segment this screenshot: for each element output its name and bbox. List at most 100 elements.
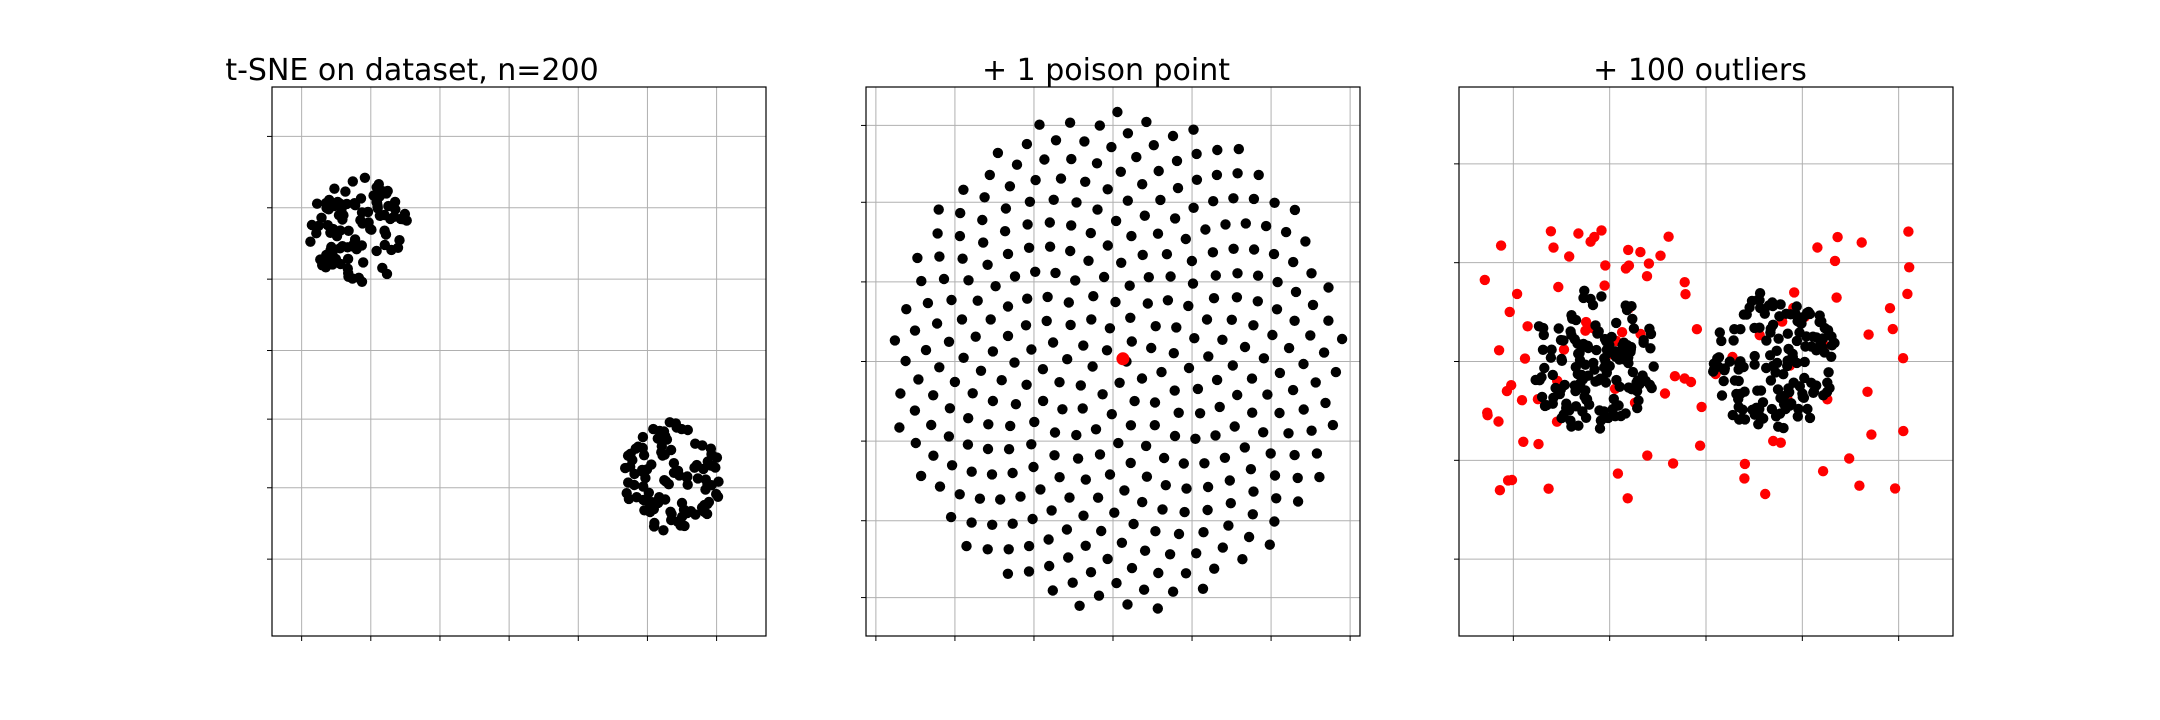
data-point (1765, 327, 1776, 338)
data-point (1200, 224, 1211, 235)
data-point (1794, 381, 1806, 392)
black-points (305, 172, 724, 536)
panel-title: + 100 outliers (1593, 53, 1807, 88)
data-point (1799, 356, 1810, 368)
data-point (1141, 116, 1152, 128)
data-point (1088, 291, 1099, 302)
data-point (1047, 337, 1059, 348)
data-point (987, 395, 999, 407)
data-point (1125, 457, 1136, 469)
data-point (901, 304, 912, 315)
data-point (1171, 155, 1183, 167)
data-point (1753, 419, 1764, 430)
data-point (1580, 325, 1591, 336)
data-point (1537, 344, 1549, 355)
data-point (1616, 327, 1628, 338)
data-point (1023, 566, 1035, 577)
data-point (1189, 333, 1200, 344)
data-point (1046, 505, 1057, 516)
data-point (1300, 236, 1311, 247)
data-point (1114, 377, 1125, 388)
data-point (1749, 359, 1760, 370)
data-point (1274, 367, 1286, 379)
data-point (1160, 480, 1172, 491)
data-point (1063, 297, 1075, 308)
data-point (1180, 233, 1192, 245)
data-point (1214, 401, 1225, 413)
data-point (690, 438, 701, 449)
data-point (1755, 385, 1767, 396)
data-point (1866, 429, 1877, 440)
data-point (1232, 268, 1243, 279)
data-point (668, 458, 680, 469)
data-point (1243, 531, 1255, 543)
data-point (1152, 228, 1164, 239)
data-point (1248, 244, 1260, 255)
data-point (356, 240, 367, 251)
data-point (1854, 480, 1865, 491)
data-point (1047, 585, 1059, 596)
data-point (305, 236, 316, 247)
data-point (1808, 386, 1820, 397)
data-point (910, 437, 921, 449)
data-point (343, 225, 354, 236)
data-point (1181, 483, 1192, 494)
data-point (934, 251, 945, 262)
data-point (1493, 345, 1505, 356)
data-point (1228, 243, 1239, 254)
data-point (353, 272, 364, 283)
data-point (1565, 326, 1576, 337)
data-point (1269, 197, 1280, 208)
data-point (1615, 410, 1627, 422)
data-point (327, 259, 338, 270)
data-point (1567, 313, 1578, 324)
data-point (1143, 272, 1155, 283)
data-point (949, 376, 961, 388)
data-point (1318, 347, 1330, 358)
data-point (652, 497, 664, 509)
data-point (1245, 464, 1257, 475)
data-point (1519, 353, 1531, 364)
data-point (978, 237, 989, 248)
data-point (1580, 385, 1591, 396)
data-point (1137, 249, 1148, 261)
data-point (1183, 300, 1194, 312)
data-point (943, 431, 955, 442)
data-point (1142, 298, 1154, 309)
data-point (620, 462, 631, 474)
data-point (1024, 196, 1036, 207)
data-point (944, 403, 956, 414)
data-point (996, 375, 1007, 386)
data-point (1288, 256, 1299, 268)
data-point (1202, 481, 1214, 493)
data-point (365, 223, 376, 235)
data-point (1190, 433, 1201, 444)
data-point (926, 419, 937, 431)
data-point (1067, 577, 1078, 588)
data-point (1066, 153, 1077, 165)
data-point (1153, 165, 1164, 177)
data-point (1733, 375, 1744, 387)
data-point (1589, 364, 1600, 375)
data-point (1064, 117, 1076, 128)
data-point (1106, 409, 1118, 420)
panel-tsne-dataset: t-SNE on dataset, n=200 (225, 53, 767, 641)
data-point (381, 268, 393, 280)
data-point (1772, 384, 1784, 395)
data-point (1314, 471, 1325, 483)
data-point (1767, 297, 1778, 308)
data-point (1775, 392, 1786, 404)
data-point (1102, 240, 1114, 251)
data-point (1565, 415, 1576, 426)
data-point (1601, 344, 1613, 355)
data-point (1669, 371, 1681, 382)
data-point (1802, 403, 1813, 415)
data-point (985, 314, 996, 325)
data-point (343, 268, 354, 279)
data-point (1197, 583, 1209, 594)
data-point (1149, 420, 1161, 431)
data-point (1832, 231, 1843, 243)
data-point (1191, 548, 1202, 559)
data-point (621, 488, 632, 499)
data-point (397, 214, 408, 225)
